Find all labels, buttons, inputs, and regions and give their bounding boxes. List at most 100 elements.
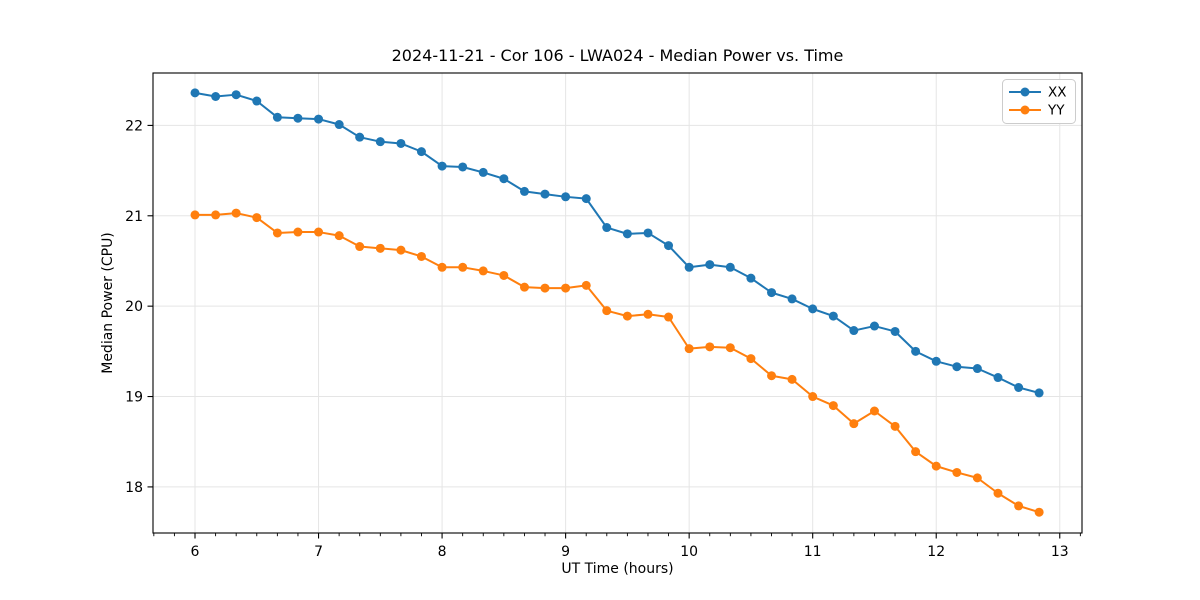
data-point-yy — [416, 251, 426, 261]
data-point-xx — [622, 229, 632, 239]
y-tick-label: 22 — [125, 118, 143, 134]
data-point-xx — [231, 90, 241, 100]
data-point-yy — [458, 262, 468, 272]
data-point-yy — [664, 312, 674, 322]
data-point-yy — [890, 421, 900, 431]
data-point-yy — [911, 447, 921, 457]
data-point-xx — [272, 112, 282, 122]
legend-marker-xx — [1020, 87, 1030, 97]
data-point-yy — [561, 283, 571, 293]
data-point-yy — [211, 210, 221, 220]
data-point-yy — [1014, 501, 1024, 511]
data-point-xx — [725, 262, 735, 272]
data-point-yy — [1034, 507, 1044, 517]
data-point-yy — [684, 344, 694, 354]
data-point-yy — [705, 342, 715, 352]
data-point-xx — [952, 362, 962, 372]
data-point-xx — [355, 132, 365, 142]
data-point-yy — [767, 371, 777, 381]
data-point-xx — [314, 114, 324, 124]
y-tick-label: 18 — [125, 480, 143, 496]
data-point-yy — [499, 270, 509, 280]
data-point-xx — [252, 96, 262, 106]
x-axis-label: UT Time (hours) — [561, 561, 673, 577]
data-point-yy — [828, 401, 838, 411]
data-point-xx — [396, 138, 406, 148]
data-point-xx — [993, 373, 1003, 383]
data-point-yy — [972, 473, 982, 483]
data-point-xx — [972, 364, 982, 374]
data-point-xx — [334, 120, 344, 130]
legend: XX YY — [1002, 79, 1076, 124]
data-point-yy — [602, 306, 612, 316]
data-point-yy — [252, 213, 262, 223]
x-tick-label: 12 — [927, 544, 945, 560]
data-point-xx — [869, 321, 879, 331]
data-point-xx — [787, 294, 797, 304]
data-point-xx — [911, 346, 921, 356]
legend-box — [1002, 79, 1076, 124]
data-point-yy — [952, 467, 962, 477]
chart-title: 2024-11-21 - Cor 106 - LWA024 - Median P… — [392, 46, 844, 65]
data-point-xx — [746, 273, 756, 283]
x-tick-label: 11 — [804, 544, 822, 560]
data-point-yy — [849, 419, 859, 429]
data-point-yy — [190, 210, 200, 220]
data-point-xx — [540, 189, 550, 199]
y-tick-label: 20 — [125, 299, 143, 315]
data-point-xx — [458, 162, 468, 172]
data-point-xx — [849, 326, 859, 336]
data-point-xx — [211, 92, 221, 101]
data-point-yy — [931, 461, 941, 471]
data-point-xx — [1034, 388, 1044, 398]
legend-marker-yy — [1020, 105, 1030, 115]
x-tick-label: 9 — [561, 544, 570, 560]
data-point-yy — [478, 266, 488, 276]
data-point-xx — [684, 262, 694, 272]
data-series — [190, 88, 1044, 517]
data-point-xx — [890, 326, 900, 336]
data-point-yy — [643, 309, 653, 319]
data-point-xx — [664, 241, 674, 251]
data-point-yy — [993, 488, 1003, 498]
data-point-yy — [231, 208, 241, 218]
data-point-xx — [375, 137, 385, 147]
data-point-yy — [869, 406, 879, 416]
x-tick-label: 8 — [438, 544, 447, 560]
data-point-yy — [396, 245, 406, 255]
data-point-xx — [602, 223, 612, 233]
data-point-yy — [375, 243, 385, 253]
data-point-yy — [334, 231, 344, 241]
data-point-xx — [190, 88, 200, 98]
data-point-xx — [561, 192, 571, 202]
axis-tick-labels: 6 7 8 9 10 11 12 13 18 19 20 21 22 — [125, 118, 1069, 560]
x-tick-label: 10 — [680, 544, 698, 560]
legend-label-xx: XX — [1048, 85, 1067, 101]
x-tick-label: 13 — [1051, 544, 1069, 560]
x-tick-label: 6 — [191, 544, 200, 560]
data-point-xx — [437, 161, 447, 171]
series-line-yy — [195, 212, 1040, 514]
data-point-xx — [808, 304, 818, 314]
data-point-yy — [808, 392, 818, 402]
data-point-xx — [581, 194, 591, 204]
data-point-xx — [519, 186, 529, 196]
data-point-xx — [1014, 383, 1024, 392]
data-point-yy — [622, 311, 632, 321]
x-tick-label: 7 — [314, 544, 323, 560]
data-point-yy — [293, 227, 303, 237]
axis-ticks — [147, 124, 1081, 539]
data-point-yy — [581, 280, 591, 290]
data-point-yy — [725, 343, 735, 353]
y-tick-label: 21 — [125, 209, 143, 225]
data-point-xx — [931, 356, 941, 366]
data-point-xx — [499, 174, 509, 184]
data-point-xx — [643, 228, 653, 238]
y-tick-label: 19 — [125, 390, 143, 406]
data-point-yy — [355, 242, 365, 252]
data-point-xx — [293, 113, 303, 123]
grid-lines — [153, 73, 1082, 533]
data-point-xx — [767, 288, 777, 298]
